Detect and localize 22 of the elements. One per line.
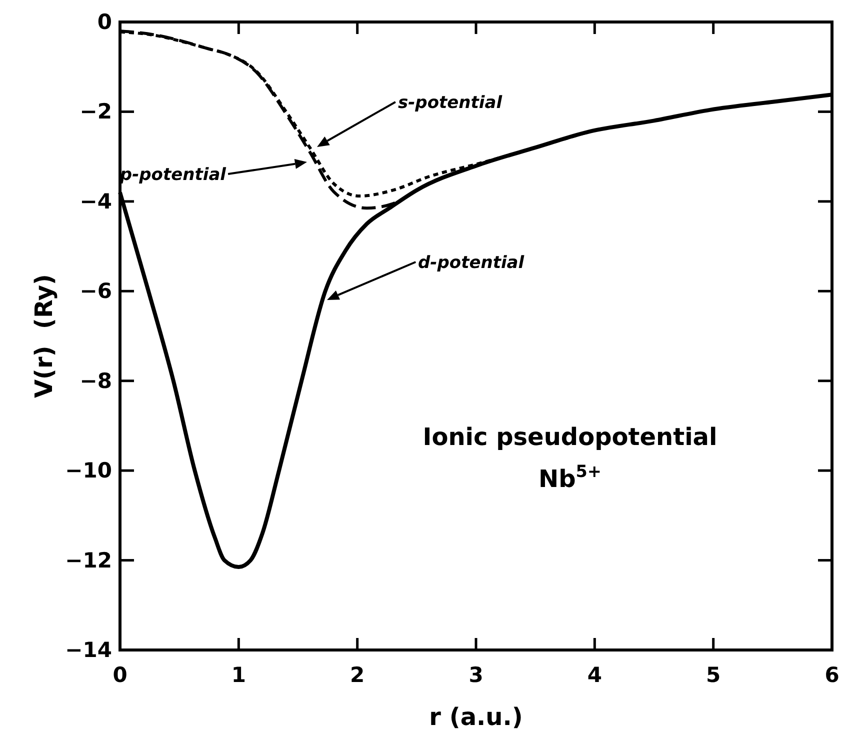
y-axis-title: V(r) (Ry) (30, 274, 58, 398)
x-tick-label: 3 (468, 663, 484, 687)
y-tick-label: −10 (65, 458, 112, 483)
x-tick-label: 6 (824, 663, 840, 687)
x-tick-label: 5 (706, 663, 721, 687)
y-tick-label: −6 (80, 279, 112, 304)
y-tick-label: 0 (97, 10, 112, 34)
annotation: d-potential (418, 253, 526, 273)
y-tick-label: −4 (80, 189, 112, 214)
y-tick-label: −2 (80, 100, 112, 124)
y-tick-label: −12 (65, 548, 112, 572)
x-tick-label: 2 (350, 663, 365, 687)
x-tick-label: 0 (112, 663, 128, 687)
x-axis-title: r (a.u.) (429, 703, 523, 731)
x-tick-label: 1 (231, 663, 246, 687)
annotation: Ionic pseudopotential (422, 423, 718, 451)
x-tick-label: 4 (587, 663, 602, 687)
y-tick-label: −14 (65, 638, 112, 662)
y-tick-label: −8 (80, 368, 112, 393)
annotation: s-potential (398, 93, 504, 113)
annotation: p-potential (118, 165, 228, 185)
annotation: Nb$^{5+}$ (538, 461, 602, 493)
